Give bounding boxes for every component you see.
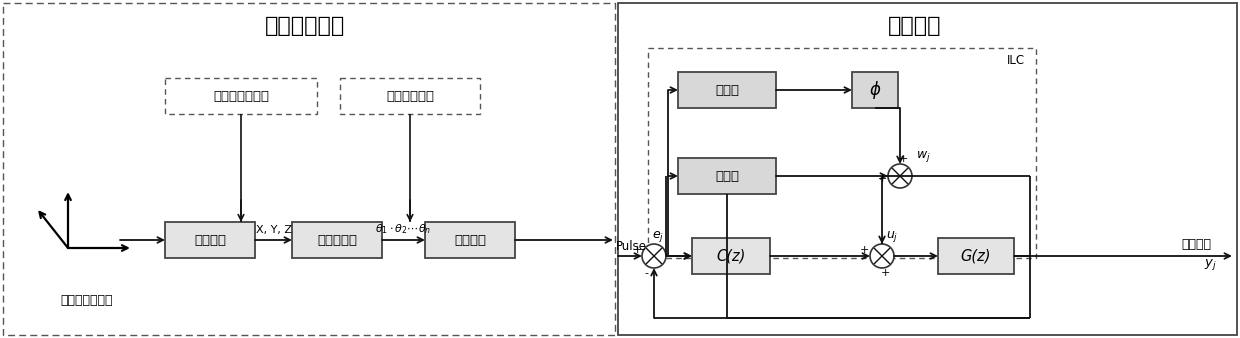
Text: ϕ: ϕ [869, 81, 880, 99]
Text: 控制算法: 控制算法 [888, 16, 941, 36]
Text: 笛卡尔空间轨迹: 笛卡尔空间轨迹 [60, 293, 113, 307]
Text: 实际位置: 实际位置 [1180, 238, 1211, 250]
Circle shape [888, 164, 911, 188]
Text: +: + [880, 268, 889, 278]
Text: $y_j$: $y_j$ [1204, 257, 1216, 271]
FancyBboxPatch shape [2, 3, 615, 335]
FancyBboxPatch shape [425, 222, 515, 258]
Text: 寄存器: 寄存器 [715, 169, 739, 183]
FancyBboxPatch shape [165, 78, 317, 114]
Text: G(z): G(z) [961, 248, 991, 264]
Circle shape [870, 244, 894, 268]
Text: $e_j$: $e_j$ [652, 228, 665, 243]
Text: $u_j$: $u_j$ [885, 228, 898, 243]
Text: +: + [632, 245, 641, 255]
Text: +: + [859, 245, 869, 255]
Text: ILC: ILC [1007, 54, 1025, 68]
FancyBboxPatch shape [937, 238, 1014, 274]
Text: 笛卡尔空间坐标: 笛卡尔空间坐标 [213, 90, 269, 102]
Circle shape [642, 244, 666, 268]
Text: +: + [898, 154, 908, 164]
FancyBboxPatch shape [618, 3, 1238, 335]
Text: +: + [878, 174, 887, 184]
Text: $\theta_1 \cdot \theta_2 \cdots \theta_n$: $\theta_1 \cdot \theta_2 \cdots \theta_n… [376, 222, 432, 236]
Text: $w_j$: $w_j$ [916, 148, 931, 164]
FancyBboxPatch shape [678, 72, 776, 108]
FancyBboxPatch shape [649, 48, 1035, 258]
Text: Pulse: Pulse [615, 241, 646, 254]
Text: 速度规划: 速度规划 [193, 234, 226, 246]
Text: X, Y, Z: X, Y, Z [255, 225, 291, 235]
Text: -: - [644, 268, 649, 278]
Text: 比率换算: 比率换算 [454, 234, 486, 246]
Text: 运动学逆解: 运动学逆解 [317, 234, 357, 246]
FancyBboxPatch shape [678, 158, 776, 194]
Text: 寄存器: 寄存器 [715, 83, 739, 97]
FancyBboxPatch shape [692, 238, 770, 274]
FancyBboxPatch shape [852, 72, 898, 108]
Text: 关节空间坐标: 关节空间坐标 [386, 90, 434, 102]
FancyBboxPatch shape [165, 222, 255, 258]
FancyBboxPatch shape [340, 78, 480, 114]
Text: C(z): C(z) [717, 248, 745, 264]
Text: 运动规划算法: 运动规划算法 [265, 16, 345, 36]
FancyBboxPatch shape [291, 222, 382, 258]
